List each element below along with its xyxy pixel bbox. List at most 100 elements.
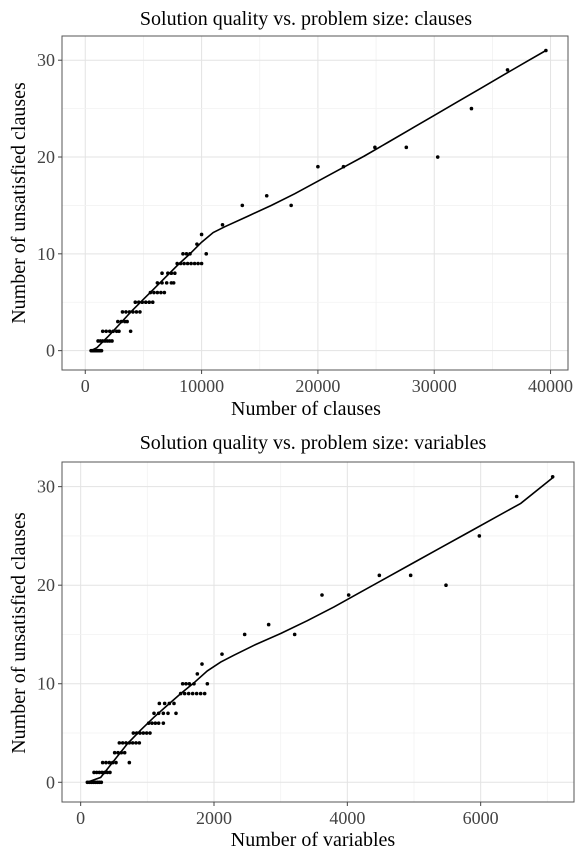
data-point: [104, 760, 108, 765]
data-point: [100, 329, 105, 334]
data-point: [185, 261, 190, 266]
data-point: [134, 741, 138, 745]
data-point: [184, 252, 189, 256]
data-point: [162, 290, 167, 295]
x-tick-label: 30000: [412, 376, 457, 396]
x-tick-label: 6000: [463, 808, 499, 828]
data-point: [240, 203, 245, 208]
data-point: [127, 760, 132, 765]
data-point: [100, 760, 105, 765]
y-axis-label: Number of unsatisfied clauses: [8, 512, 30, 754]
data-point: [105, 770, 110, 775]
y-tick-label: 10: [37, 244, 55, 264]
data-point: [114, 760, 118, 765]
data-point: [200, 662, 204, 666]
grid: [62, 462, 574, 802]
data-point: [435, 155, 440, 159]
x-axis-label: Number of variables: [231, 829, 396, 851]
y-tick-label: 10: [37, 674, 55, 694]
data-point: [195, 672, 200, 676]
data-point: [316, 164, 320, 169]
chart-title: Solution quality vs. problem size: claus…: [140, 8, 472, 30]
data-point: [161, 721, 166, 725]
y-tick-label: 20: [37, 147, 55, 167]
x-tick-label: 10000: [179, 376, 224, 396]
data-point: [130, 741, 135, 745]
clauses-chart: Solution quality vs. problem size: claus…: [8, 8, 573, 420]
x-axis-label: Number of clauses: [231, 398, 381, 420]
data-point: [408, 573, 413, 578]
data-point: [148, 731, 152, 735]
data-point: [289, 203, 293, 208]
data-point: [161, 711, 166, 716]
plot-marks: [85, 474, 555, 785]
trend-line: [87, 477, 554, 784]
grid: [62, 36, 568, 370]
x-tick-label: 20000: [295, 376, 340, 396]
data-point: [164, 281, 169, 285]
data-point: [150, 300, 155, 305]
y-tick-label: 30: [37, 50, 55, 70]
data-point: [174, 711, 178, 716]
data-point: [292, 632, 297, 637]
data-point: [107, 760, 112, 765]
data-point: [162, 701, 167, 706]
data-point: [194, 691, 199, 696]
data-point: [184, 681, 188, 686]
data-point: [202, 691, 207, 696]
data-point: [377, 573, 382, 578]
y-tick-label: 30: [37, 477, 55, 497]
data-point: [220, 222, 225, 227]
data-point: [128, 329, 133, 334]
data-point: [469, 106, 474, 111]
data-point: [150, 721, 154, 725]
data-point: [173, 271, 177, 275]
data-point: [133, 300, 138, 305]
data-point: [199, 261, 204, 266]
data-point: [198, 691, 203, 696]
data-point: [204, 252, 209, 256]
data-point: [120, 310, 125, 314]
x-tick-label: 40000: [528, 376, 573, 396]
data-point: [152, 290, 156, 295]
y-tick-label: 0: [46, 772, 55, 792]
chart-title: Solution quality vs. problem size: varia…: [140, 432, 487, 454]
data-point: [189, 261, 193, 266]
data-point: [92, 770, 96, 775]
data-point: [99, 348, 104, 353]
data-point: [373, 145, 377, 150]
data-point: [110, 339, 114, 343]
data-point: [186, 691, 191, 696]
data-point: [187, 681, 192, 686]
x-tick-label: 0: [76, 808, 85, 828]
data-point: [125, 319, 129, 324]
data-point: [156, 721, 161, 725]
y-tick-label: 20: [37, 575, 55, 595]
data-point: [199, 232, 204, 237]
data-point: [120, 741, 125, 745]
data-point: [112, 750, 117, 755]
data-point: [143, 300, 148, 305]
data-point: [134, 310, 139, 314]
trend-line: [90, 49, 547, 352]
data-point: [137, 741, 142, 745]
x-tick-label: 4000: [329, 808, 365, 828]
data-point: [171, 281, 176, 285]
data-point: [141, 731, 146, 735]
data-point: [153, 721, 158, 725]
data-point: [159, 290, 163, 295]
data-point: [138, 310, 142, 314]
data-point: [104, 329, 109, 334]
x-tick-label: 2000: [196, 808, 232, 828]
plot-marks: [89, 48, 548, 353]
data-point: [242, 632, 247, 637]
data-point: [107, 329, 112, 334]
data-point: [444, 583, 448, 587]
data-point: [514, 494, 519, 499]
data-point: [172, 701, 176, 706]
data-point: [147, 300, 152, 305]
panel-border: [61, 35, 569, 371]
data-point: [157, 701, 162, 706]
data-point: [505, 68, 510, 72]
